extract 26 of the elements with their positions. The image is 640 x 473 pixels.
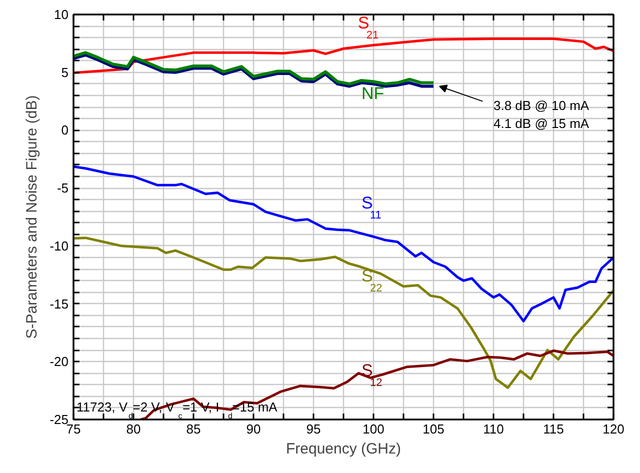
y-tick-label: 10 <box>54 7 69 22</box>
y-tick-label: 0 <box>61 122 69 138</box>
annotation: 3.8 dB @ 10 mA 4.1 dB @ 15 mA <box>494 98 590 131</box>
x-tick-label: 80 <box>126 422 141 436</box>
x-tick-label: 105 <box>422 422 444 436</box>
x-tick-label: 115 <box>543 422 564 436</box>
x-tick-label: 100 <box>362 422 384 436</box>
y-tick-label: -15 <box>50 296 69 312</box>
series-label: S21 <box>358 13 379 42</box>
x-tick-label: 120 <box>602 422 624 436</box>
x-tick-label: 85 <box>186 422 201 436</box>
line-series <box>74 38 614 74</box>
y-tick-label: -10 <box>50 238 69 254</box>
y-tick-label: -20 <box>50 354 69 370</box>
line-series <box>74 236 614 389</box>
x-tick-label: 90 <box>246 422 261 436</box>
series-label: S11 <box>362 193 382 222</box>
y-axis-title: S-Parameters and Noise Figure (dB) <box>24 95 41 339</box>
y-tick-label: 5 <box>61 64 69 80</box>
x-axis-title: Frequency (GHz) <box>286 440 402 458</box>
x-tick-label: 110 <box>483 422 504 436</box>
line-series <box>74 165 614 322</box>
y-tick-label: -5 <box>56 180 69 196</box>
series-label: NF <box>362 84 384 104</box>
x-tick-label: 95 <box>306 422 321 436</box>
y-tick-label: -25 <box>50 412 69 427</box>
